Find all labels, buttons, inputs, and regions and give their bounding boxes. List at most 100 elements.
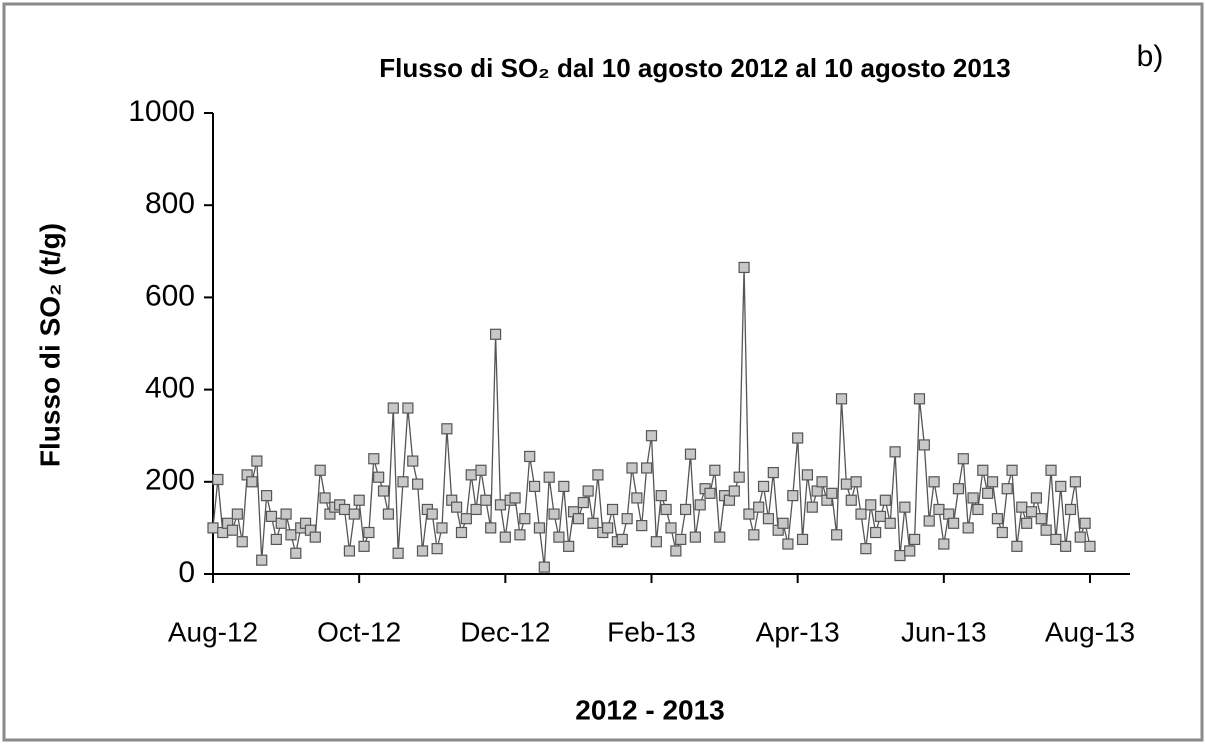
point	[845, 494, 857, 506]
point	[1064, 503, 1077, 516]
panel-label: b)	[1137, 40, 1164, 73]
point	[996, 526, 1008, 539]
point	[753, 501, 765, 513]
point	[377, 485, 390, 497]
point	[436, 522, 448, 534]
point	[904, 545, 916, 557]
point	[314, 464, 326, 476]
point	[582, 485, 594, 497]
point	[908, 533, 921, 546]
point	[762, 513, 775, 525]
point	[879, 494, 891, 506]
point	[850, 476, 862, 488]
point	[373, 471, 385, 483]
y-tick-label: 800	[145, 187, 195, 220]
point	[1021, 517, 1033, 529]
point	[226, 524, 239, 536]
point	[397, 476, 409, 488]
point	[870, 526, 882, 539]
point	[894, 549, 906, 562]
point	[913, 393, 926, 405]
point	[860, 543, 872, 555]
point	[840, 478, 852, 490]
point	[343, 545, 356, 557]
point	[1055, 480, 1067, 493]
point	[402, 402, 414, 414]
point	[548, 508, 560, 520]
point	[265, 510, 278, 522]
point	[280, 508, 292, 520]
point	[207, 522, 219, 534]
point	[1001, 483, 1013, 495]
point	[670, 545, 682, 557]
point	[962, 522, 974, 534]
point	[899, 501, 911, 513]
point	[348, 508, 360, 520]
point	[558, 480, 570, 493]
point	[426, 508, 438, 520]
point	[1011, 540, 1023, 552]
x-tick-label: Feb-13	[607, 616, 696, 647]
point	[499, 531, 511, 543]
point	[563, 540, 575, 552]
point	[738, 261, 750, 274]
point	[494, 499, 507, 511]
point	[553, 531, 565, 543]
point	[1006, 464, 1018, 476]
x-tick-label: Dec-12	[460, 616, 550, 647]
point	[991, 513, 1004, 525]
point	[806, 501, 818, 513]
point	[368, 453, 380, 465]
x-tick-label: Aug-13	[1045, 616, 1135, 647]
point	[260, 490, 273, 502]
point	[1045, 464, 1057, 476]
point	[528, 480, 541, 493]
point	[431, 543, 443, 555]
point	[655, 490, 667, 502]
x-tick-label: Jun-13	[901, 616, 987, 647]
point	[918, 439, 930, 451]
point	[460, 513, 472, 525]
x-axis-label: 2012 - 2013	[575, 694, 724, 725]
point	[353, 494, 365, 506]
point	[636, 519, 648, 532]
point	[451, 501, 463, 513]
point	[577, 496, 589, 509]
point	[538, 561, 550, 573]
point	[1074, 531, 1086, 543]
point	[382, 508, 394, 520]
point	[855, 508, 867, 520]
point	[811, 485, 823, 497]
y-tick-label: 1000	[128, 95, 195, 128]
y-tick-label: 0	[178, 556, 195, 589]
point	[455, 526, 468, 539]
point	[792, 432, 804, 444]
point	[874, 510, 887, 522]
y-tick-label: 600	[145, 279, 195, 312]
point	[660, 503, 672, 516]
point	[928, 476, 940, 488]
point	[358, 540, 370, 552]
point	[626, 462, 638, 474]
point	[972, 503, 984, 516]
point	[251, 455, 263, 467]
point	[285, 529, 297, 541]
point	[709, 464, 721, 476]
point	[967, 492, 979, 504]
point	[543, 471, 555, 483]
point	[801, 469, 814, 481]
point	[733, 471, 745, 483]
point	[748, 529, 760, 541]
point	[714, 531, 726, 543]
point	[309, 531, 321, 543]
y-tick-label: 400	[145, 372, 195, 405]
point	[470, 503, 482, 516]
point	[231, 508, 243, 520]
point	[616, 533, 628, 546]
point	[826, 487, 838, 499]
point	[319, 492, 331, 504]
point	[338, 503, 351, 516]
point	[212, 473, 224, 486]
point	[684, 448, 697, 460]
